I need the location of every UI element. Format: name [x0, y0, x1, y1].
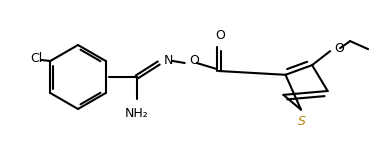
Text: NH₂: NH₂	[125, 107, 149, 120]
Text: Cl: Cl	[30, 52, 42, 66]
Text: O: O	[190, 55, 199, 68]
Text: S: S	[298, 115, 306, 128]
Text: N: N	[164, 55, 173, 68]
Text: O: O	[334, 42, 344, 55]
Text: O: O	[215, 29, 225, 42]
